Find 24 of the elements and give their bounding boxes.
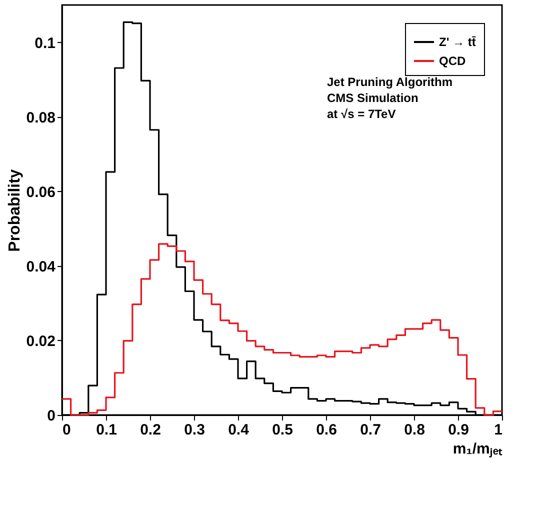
x-tick-label: 0.8 (404, 422, 425, 438)
x-axis-title: m₁/mⱼₑₜ (452, 440, 502, 458)
x-tick-label: 1 (494, 422, 502, 438)
x-tick-label: 0.3 (184, 422, 205, 438)
y-tick-label: 0.02 (26, 332, 56, 350)
y-tick-label: 0.1 (34, 34, 56, 52)
y-tick-label: 0.08 (26, 109, 56, 126)
x-tick-label: 0.6 (316, 422, 337, 438)
annotation: CMS Simulation (327, 91, 418, 105)
y-tick-label: 0 (47, 408, 56, 424)
x-tick-label: 0 (62, 422, 71, 438)
x-tick-label: 0.1 (96, 422, 117, 438)
x-tick-label: 0.9 (448, 422, 469, 438)
legend-label: Z' → tt̄ (439, 35, 476, 49)
y-tick-label: 0.06 (26, 184, 56, 201)
x-tick-label: 0.5 (272, 422, 293, 438)
x-tick-label: 0.4 (228, 422, 250, 438)
annotation: at √s = 7TeV (327, 107, 396, 121)
legend-label: QCD (439, 54, 466, 68)
annotation: Jet Pruning Algorithm (327, 75, 453, 89)
y-axis-title: Probability (6, 169, 24, 252)
x-tick-label: 0.7 (360, 422, 381, 438)
x-tick-label: 0.2 (140, 422, 161, 438)
y-tick-label: 0.04 (26, 258, 56, 276)
